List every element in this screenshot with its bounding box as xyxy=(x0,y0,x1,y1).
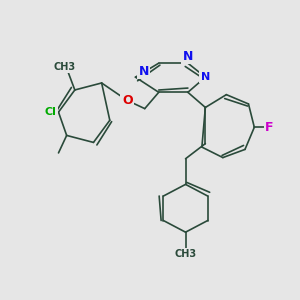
Text: F: F xyxy=(265,121,274,134)
Text: CH3: CH3 xyxy=(175,249,196,259)
Text: N: N xyxy=(138,65,149,78)
Text: Cl: Cl xyxy=(44,107,56,117)
Text: N: N xyxy=(201,72,210,82)
Text: O: O xyxy=(122,94,133,107)
Text: CH3: CH3 xyxy=(53,62,75,72)
Text: N: N xyxy=(183,50,193,63)
